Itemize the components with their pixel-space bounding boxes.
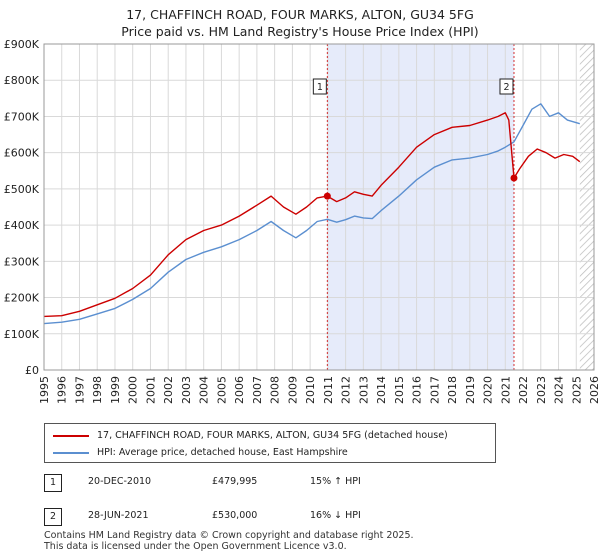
sale-marker-box	[312, 78, 327, 95]
x-tick-label: 2009	[286, 376, 299, 404]
x-tick-label: 2016	[411, 376, 424, 404]
sale-date: 28-JUN-2021	[88, 510, 149, 521]
legend-item-property: 17, CHAFFINCH ROAD, FOUR MARKS, ALTON, G…	[53, 427, 448, 444]
x-tick-label: 2000	[127, 376, 140, 404]
x-tick-label: 2019	[464, 376, 477, 404]
x-tick-label: 2003	[180, 376, 193, 404]
sale-marker-label: 2	[503, 82, 509, 93]
y-tick-label: £200K	[4, 292, 40, 305]
x-tick-label: 1999	[109, 376, 122, 404]
chart-legend: 17, CHAFFINCH ROAD, FOUR MARKS, ALTON, G…	[44, 423, 496, 463]
x-tick-label: 2015	[393, 376, 406, 404]
x-tick-label: 2007	[251, 376, 264, 404]
chart-title: 17, CHAFFINCH ROAD, FOUR MARKS, ALTON, G…	[0, 6, 600, 40]
x-tick-label: 2013	[357, 376, 370, 404]
x-tick-label: 1997	[73, 376, 86, 404]
x-tick-label: 2002	[162, 376, 175, 404]
sale-date: 20-DEC-2010	[88, 476, 152, 487]
x-tick-label: 2014	[375, 376, 388, 404]
sale-number-badge: 2	[44, 508, 62, 526]
x-tick-label: 1998	[91, 376, 104, 404]
sale-hpi-change: 16% ↓ HPI	[310, 510, 361, 521]
legend-swatch-hpi	[53, 451, 89, 454]
x-tick-label: 1996	[56, 376, 69, 404]
x-tick-label: 2005	[215, 376, 228, 404]
legend-label-hpi: HPI: Average price, detached house, East…	[97, 447, 348, 458]
legend-label-property: 17, CHAFFINCH ROAD, FOUR MARKS, ALTON, G…	[97, 430, 448, 441]
sale-price: £479,995	[212, 476, 258, 487]
hpi-series-line	[43, 103, 580, 325]
legend-item-hpi: HPI: Average price, detached house, East…	[53, 444, 348, 461]
ownership-shade	[327, 44, 514, 370]
x-tick-label: 2017	[428, 376, 441, 404]
x-tick-label: 2008	[269, 376, 282, 404]
property-series-line	[43, 112, 581, 318]
y-tick-label: £300K	[4, 255, 40, 268]
sale-marker-label: 1	[317, 82, 323, 93]
footer-attribution: Contains HM Land Registry data © Crown c…	[44, 530, 584, 552]
price-chart: 1 2 £0 £100K £200K £300K £400K £500K £600K £700K £…	[4, 38, 600, 404]
x-tick-label: 2011	[322, 376, 335, 404]
y-tick-label: £100K	[4, 328, 40, 341]
x-tick-label: 2025	[570, 376, 583, 404]
y-tick-label: £900K	[4, 38, 40, 51]
x-tick-label: 2006	[233, 376, 246, 404]
y-tick-label: £500K	[4, 183, 40, 196]
x-tick-label: 1995	[38, 376, 51, 404]
x-tick-label: 2004	[198, 376, 211, 404]
x-tick-label: 2018	[446, 376, 459, 404]
sale-point	[323, 192, 331, 200]
sale-hpi-change: 15% ↑ HPI	[310, 476, 361, 487]
future-hatch	[579, 44, 594, 370]
sale-marker-box	[499, 78, 514, 95]
sale-number-badge: 1	[44, 474, 62, 492]
plot-frame	[43, 43, 595, 371]
sale-price: £530,000	[212, 510, 258, 521]
x-tick-label: 2021	[499, 376, 512, 404]
y-tick-label: £0	[25, 364, 39, 377]
x-tick-label: 2024	[553, 376, 566, 404]
x-tick-label: 2001	[144, 376, 157, 404]
footer-line-2: This data is licensed under the Open Gov…	[44, 541, 347, 552]
y-tick-label: £700K	[4, 110, 40, 123]
chart-title-line-1: 17, CHAFFINCH ROAD, FOUR MARKS, ALTON, G…	[126, 7, 474, 22]
x-tick-label: 2026	[588, 376, 600, 404]
y-tick-label: £400K	[4, 219, 40, 232]
sale-row: 1 20-DEC-2010 £479,995 15% ↑ HPI	[44, 474, 584, 492]
footer-line-1: Contains HM Land Registry data © Crown c…	[44, 530, 414, 541]
x-tick-label: 2023	[535, 376, 548, 404]
chart-title-line-2: Price paid vs. HM Land Registry's House …	[121, 24, 479, 39]
x-tick-label: 2012	[340, 376, 353, 404]
y-tick-label: £600K	[4, 147, 40, 160]
y-tick-label: £800K	[4, 74, 40, 87]
sale-row: 2 28-JUN-2021 £530,000 16% ↓ HPI	[44, 508, 584, 526]
x-tick-label: 2010	[304, 376, 317, 404]
x-tick-label: 2022	[517, 376, 530, 404]
legend-swatch-property	[53, 434, 89, 437]
sale-point	[510, 174, 518, 182]
x-tick-label: 2020	[482, 376, 495, 404]
